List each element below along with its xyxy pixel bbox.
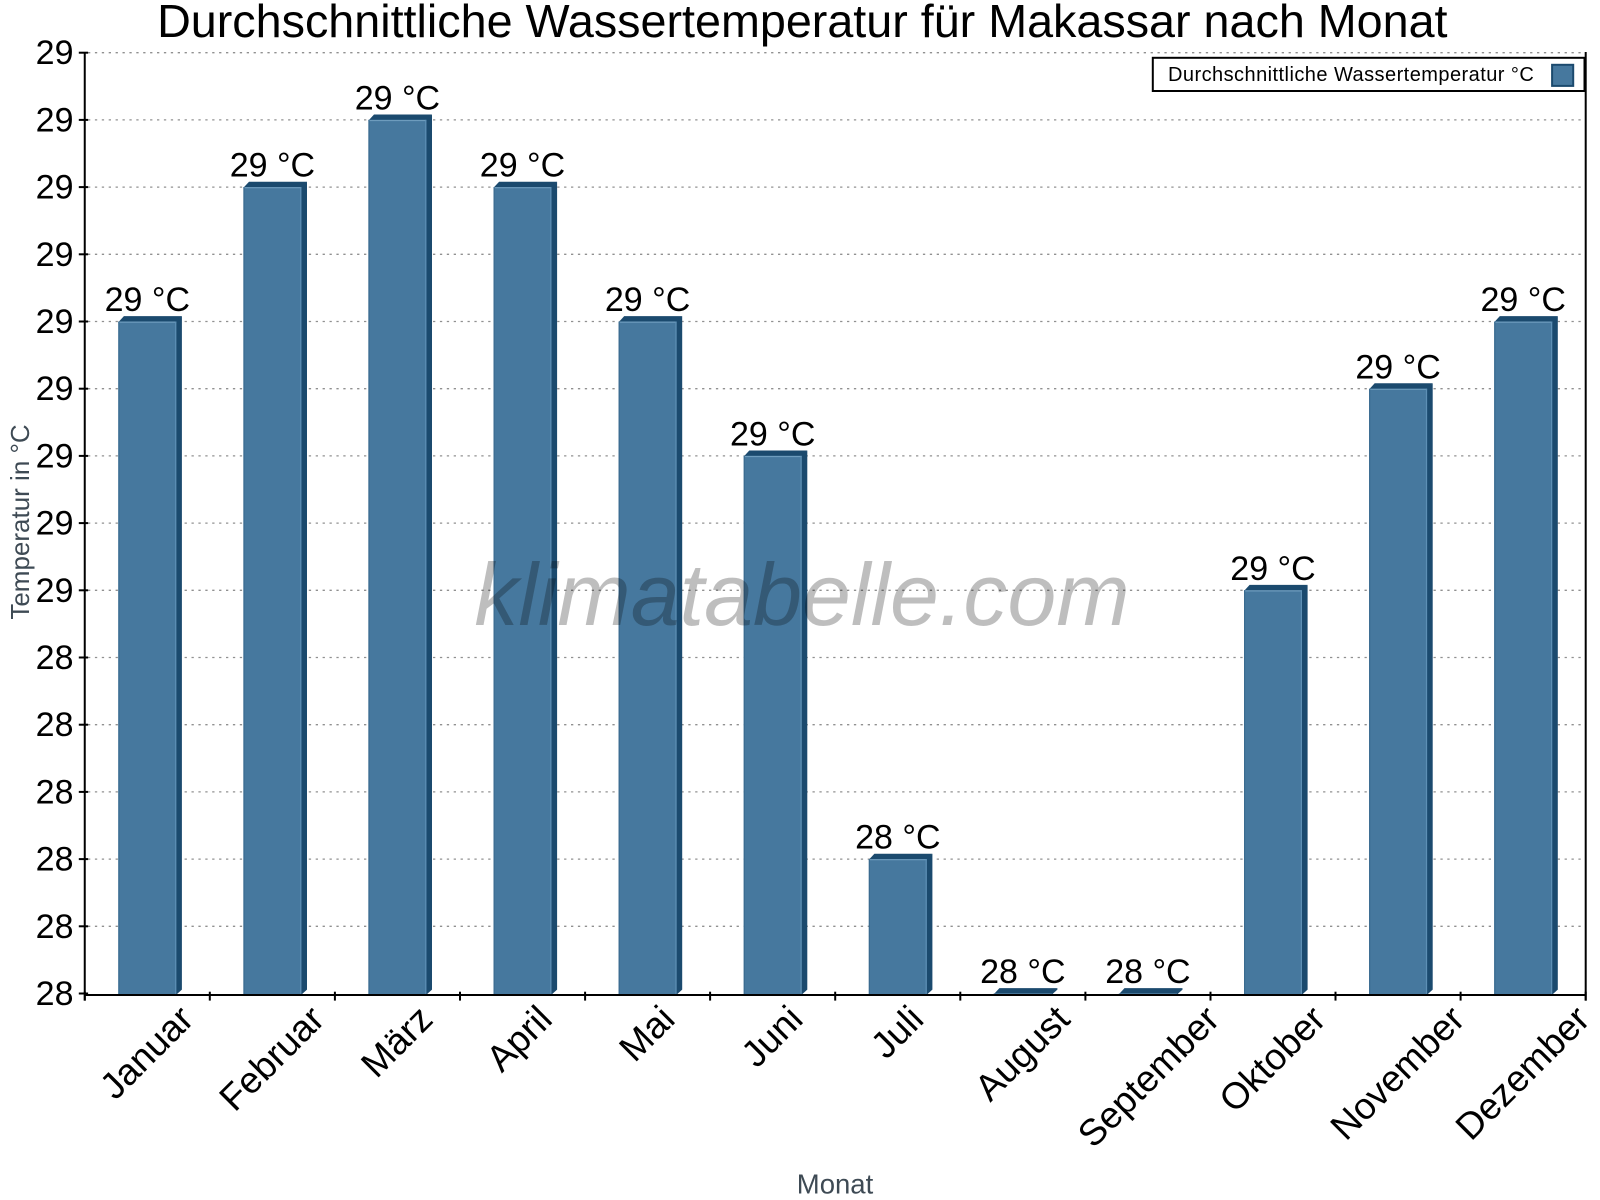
- svg-text:28: 28: [36, 639, 74, 677]
- svg-text:28: 28: [36, 841, 74, 879]
- svg-text:29 °C: 29 °C: [730, 416, 815, 454]
- svg-text:29: 29: [36, 101, 74, 139]
- svg-text:28 °C: 28 °C: [1105, 953, 1190, 991]
- svg-text:29 °C: 29 °C: [105, 281, 190, 319]
- svg-text:28: 28: [36, 773, 74, 811]
- svg-text:29: 29: [36, 236, 74, 274]
- svg-text:29: 29: [36, 34, 74, 72]
- svg-text:28: 28: [36, 908, 74, 946]
- svg-text:29 °C: 29 °C: [230, 147, 315, 185]
- svg-text:29: 29: [36, 437, 74, 475]
- svg-text:29 °C: 29 °C: [480, 147, 565, 185]
- svg-text:28 °C: 28 °C: [855, 819, 940, 857]
- svg-text:29: 29: [36, 370, 74, 408]
- svg-text:28: 28: [36, 975, 74, 1013]
- svg-text:Monat: Monat: [797, 1169, 874, 1200]
- svg-text:28: 28: [36, 706, 74, 744]
- svg-text:29: 29: [36, 169, 74, 207]
- svg-text:29 °C: 29 °C: [605, 281, 690, 319]
- svg-text:29: 29: [36, 303, 74, 341]
- svg-text:29 °C: 29 °C: [355, 80, 440, 118]
- svg-text:Durchschnittliche Wassertemper: Durchschnittliche Wassertemperatur für M…: [157, 0, 1447, 47]
- svg-text:Durchschnittliche Wassertemper: Durchschnittliche Wassertemperatur °C: [1168, 64, 1534, 86]
- svg-text:29 °C: 29 °C: [1230, 550, 1315, 588]
- svg-text:klimatabelle.com: klimatabelle.com: [474, 545, 1129, 644]
- svg-text:29 °C: 29 °C: [1355, 348, 1440, 386]
- svg-text:29 °C: 29 °C: [1480, 281, 1565, 319]
- svg-text:29: 29: [36, 572, 74, 610]
- svg-text:29: 29: [36, 505, 74, 543]
- svg-text:Temperatur in °C: Temperatur in °C: [5, 424, 35, 619]
- svg-text:28 °C: 28 °C: [980, 953, 1065, 991]
